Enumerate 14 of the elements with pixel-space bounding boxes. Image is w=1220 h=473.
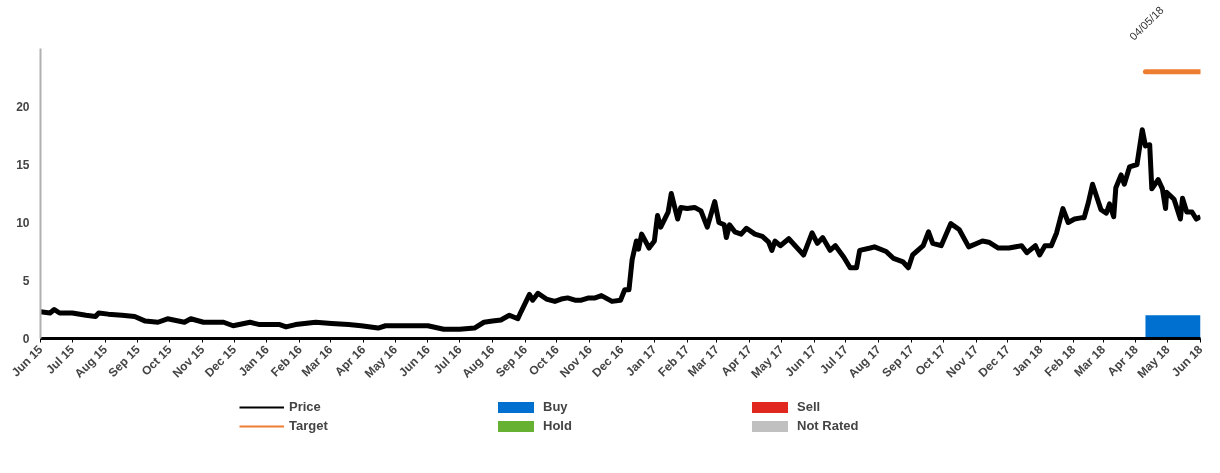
y-tick-label: 15 xyxy=(16,158,30,172)
legend-label: Hold xyxy=(543,418,573,433)
x-tick-label: Jun 17 xyxy=(782,342,820,380)
x-tick-label: Jun 16 xyxy=(396,342,434,380)
y-tick-label: 5 xyxy=(22,274,30,288)
legend-label: Not Rated xyxy=(797,418,860,433)
legend-label: Buy xyxy=(543,399,569,414)
legend-label: Sell xyxy=(797,399,822,414)
legend-label: Target xyxy=(289,418,329,433)
y-tick-label: 20 xyxy=(16,100,30,114)
x-tick-label: Jun 18 xyxy=(1168,342,1206,380)
x-tick-label: Sep 17 xyxy=(879,342,917,380)
legend-label: Price xyxy=(289,399,322,414)
y-tick-label: 10 xyxy=(16,216,30,230)
